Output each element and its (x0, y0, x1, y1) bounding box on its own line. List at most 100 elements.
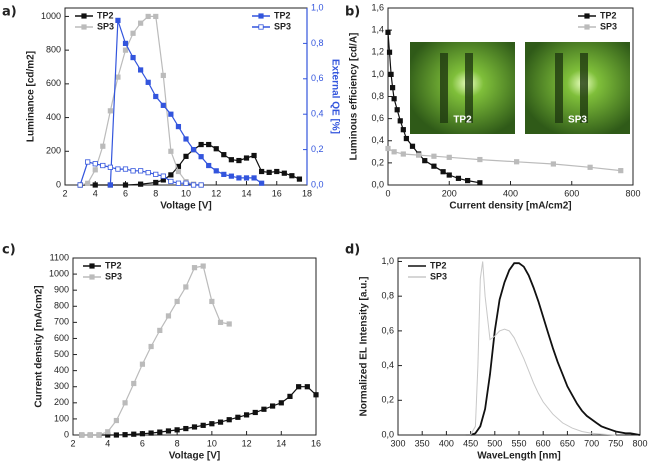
legend-label: TP2 (430, 260, 447, 270)
inset-photo (525, 42, 630, 134)
y-tick-label: 100 (54, 413, 69, 423)
x-axis-label: WaveLength [nm] (477, 451, 561, 462)
marker (113, 432, 119, 438)
y-tick-label: 0,6 (371, 113, 384, 123)
marker (236, 157, 242, 164)
y-axis-label: Normalized EL Intensity [a.u.] (359, 277, 370, 417)
y-tick-label: 500 (54, 349, 69, 359)
marker (174, 298, 180, 305)
marker (221, 152, 227, 158)
x-tick-label: 2 (70, 438, 75, 448)
marker (409, 143, 416, 149)
marker (183, 180, 189, 186)
x-tick-label: 16 (311, 438, 321, 448)
y-tick-label: 1,4 (371, 25, 384, 35)
marker (165, 428, 172, 434)
x-tick-label: 14 (276, 438, 286, 448)
y-axis-label: Luminance [cd/m2] (26, 51, 37, 142)
x-tick-label: 4 (93, 188, 98, 198)
panel-label: b) (345, 5, 360, 20)
legend-marker (89, 274, 95, 280)
y-tick-label: 200 (46, 146, 61, 156)
marker (160, 173, 166, 179)
marker (251, 175, 257, 181)
y-tick-label: 600 (46, 78, 61, 88)
series-line (80, 143, 300, 186)
x-axis-label: Voltage [V] (169, 451, 220, 462)
marker (168, 148, 174, 154)
legend-label: SP3 (430, 271, 447, 281)
marker (394, 107, 400, 113)
marker (206, 141, 212, 148)
marker (138, 67, 144, 73)
marker (514, 159, 520, 165)
x-tick-label: 8 (175, 438, 180, 448)
legend-label: TP2 (274, 10, 291, 20)
x-tick-label: 2 (62, 188, 67, 198)
plot-frame (387, 7, 634, 186)
marker (259, 180, 265, 186)
marker (198, 154, 204, 160)
marker (235, 414, 241, 420)
y-tick-label: 300 (54, 381, 69, 391)
marker (281, 170, 287, 176)
marker (236, 175, 242, 181)
marker (183, 425, 189, 432)
marker (107, 182, 113, 188)
series-line (465, 261, 616, 436)
y-axis-label: Luminous efficiency [cd/A] (349, 33, 360, 161)
marker (139, 361, 146, 367)
y-tick-label: 1,2 (371, 47, 384, 57)
marker (160, 102, 166, 108)
y-tick-label: 800 (54, 301, 69, 311)
marker (92, 182, 98, 188)
marker (389, 85, 396, 91)
marker (153, 13, 159, 20)
marker (431, 153, 437, 159)
y2-tick-label: 0,8 (311, 38, 324, 48)
marker (296, 384, 302, 390)
marker (190, 182, 197, 188)
marker (113, 417, 119, 424)
plot-frame (397, 257, 641, 436)
y-axis-label: Current density [mA/cm2] (34, 285, 45, 407)
legend-marker (81, 13, 87, 19)
x-tick-label: 700 (584, 438, 599, 448)
y-tick-label: 1,6 (371, 2, 384, 12)
y-tick-label: 1100 (50, 252, 69, 262)
marker (122, 166, 129, 172)
panel-label: a) (2, 5, 17, 20)
legend-marker (81, 24, 87, 30)
marker (446, 154, 452, 160)
x-tick-label: 16 (272, 188, 282, 198)
marker (145, 170, 151, 176)
y-tick-label: 0,4 (371, 135, 384, 145)
x-tick-label: 12 (211, 188, 221, 198)
marker (191, 265, 198, 271)
marker (175, 168, 182, 175)
marker (183, 136, 189, 142)
x-tick-label: 750 (608, 438, 623, 448)
marker (217, 419, 224, 425)
marker (153, 93, 159, 100)
marker (400, 151, 406, 157)
x-tick-label: 400 (439, 438, 454, 448)
y2-tick-label: 0,4 (311, 109, 324, 119)
y-tick-label: 0,6 (381, 325, 394, 335)
y-tick-label: 1000 (41, 11, 61, 21)
x-tick-label: 600 (536, 438, 551, 448)
series-line (81, 265, 230, 436)
marker (243, 412, 250, 418)
marker (397, 118, 403, 124)
marker (228, 173, 234, 179)
marker (174, 427, 180, 433)
y-tick-label: 400 (46, 112, 61, 122)
inset-electrode (440, 53, 448, 123)
marker (175, 123, 182, 130)
marker (465, 177, 471, 184)
marker (130, 168, 136, 174)
marker (270, 403, 276, 409)
x-tick-label: 14 (241, 188, 251, 198)
x-tick-label: 300 (390, 438, 405, 448)
marker (183, 153, 189, 159)
